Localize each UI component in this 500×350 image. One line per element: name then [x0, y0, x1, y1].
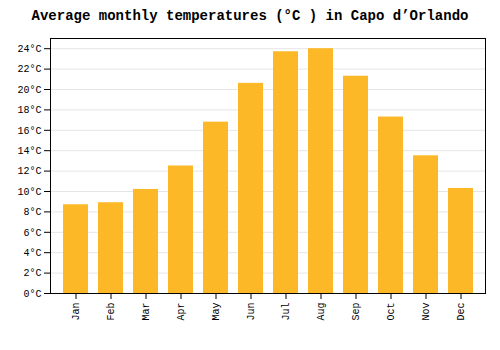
svg-text:14°C: 14°C — [17, 146, 41, 157]
svg-text:Jan: Jan — [71, 303, 82, 321]
svg-text:10°C: 10°C — [17, 187, 41, 198]
svg-text:Aug: Aug — [316, 303, 327, 321]
svg-text:Nov: Nov — [421, 303, 432, 321]
svg-text:24°C: 24°C — [17, 44, 41, 55]
svg-text:4°C: 4°C — [23, 248, 41, 259]
svg-text:Oct: Oct — [386, 303, 397, 321]
svg-text:20°C: 20°C — [17, 85, 41, 96]
svg-text:18°C: 18°C — [17, 105, 41, 116]
svg-text:Sep: Sep — [351, 303, 362, 321]
svg-text:Mar: Mar — [141, 303, 152, 321]
svg-text:Jun: Jun — [246, 303, 257, 321]
svg-text:22°C: 22°C — [17, 64, 41, 75]
svg-text:Jul: Jul — [281, 303, 292, 321]
svg-text:16°C: 16°C — [17, 126, 41, 137]
svg-text:May: May — [211, 303, 222, 321]
svg-text:6°C: 6°C — [23, 228, 41, 239]
svg-text:Apr: Apr — [176, 303, 187, 321]
svg-text:Dec: Dec — [456, 303, 467, 321]
svg-text:8°C: 8°C — [23, 207, 41, 218]
svg-text:12°C: 12°C — [17, 166, 41, 177]
svg-text:Feb: Feb — [106, 303, 117, 321]
svg-text:2°C: 2°C — [23, 268, 41, 279]
svg-text:0°C: 0°C — [23, 289, 41, 300]
html-text:Average monthly temperatures (: Average monthly temperatures (°C ) in Ca… — [31, 8, 469, 24]
